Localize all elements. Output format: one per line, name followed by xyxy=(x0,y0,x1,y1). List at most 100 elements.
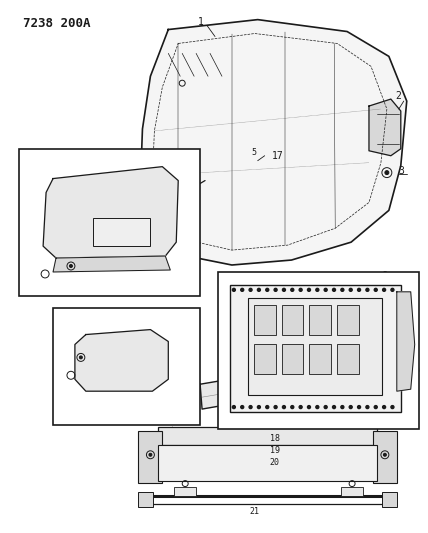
Bar xyxy=(337,344,359,374)
Bar xyxy=(373,431,397,482)
Circle shape xyxy=(282,406,285,409)
Bar xyxy=(158,445,377,481)
Bar xyxy=(174,487,196,497)
Circle shape xyxy=(357,406,360,409)
Bar xyxy=(93,219,150,246)
Bar xyxy=(309,305,331,335)
Text: 2: 2 xyxy=(383,271,388,280)
Bar xyxy=(53,308,200,425)
Text: 16: 16 xyxy=(240,416,250,424)
Circle shape xyxy=(324,288,327,292)
Circle shape xyxy=(257,288,260,292)
Text: 3: 3 xyxy=(61,365,66,374)
Circle shape xyxy=(241,288,244,292)
Circle shape xyxy=(366,288,369,292)
Polygon shape xyxy=(200,348,419,409)
Text: 17: 17 xyxy=(361,337,371,346)
Polygon shape xyxy=(397,292,415,391)
Circle shape xyxy=(249,406,252,409)
Circle shape xyxy=(232,288,235,292)
Polygon shape xyxy=(53,256,170,272)
Circle shape xyxy=(383,453,386,456)
Bar xyxy=(218,272,419,429)
Circle shape xyxy=(391,406,394,409)
Text: 5: 5 xyxy=(252,148,257,157)
Bar xyxy=(248,298,382,395)
Bar xyxy=(139,491,153,507)
Circle shape xyxy=(249,288,252,292)
Bar xyxy=(382,491,397,507)
Circle shape xyxy=(266,406,269,409)
Circle shape xyxy=(299,288,302,292)
Text: 14: 14 xyxy=(341,413,351,422)
Circle shape xyxy=(366,406,369,409)
Text: 1: 1 xyxy=(198,17,204,27)
Circle shape xyxy=(374,406,377,409)
Circle shape xyxy=(257,406,260,409)
Circle shape xyxy=(333,406,336,409)
Text: 17: 17 xyxy=(272,151,283,161)
Circle shape xyxy=(341,406,344,409)
Circle shape xyxy=(341,288,344,292)
Text: 3: 3 xyxy=(33,265,38,274)
Circle shape xyxy=(241,406,244,409)
Text: 22: 22 xyxy=(163,416,173,425)
Circle shape xyxy=(316,288,319,292)
Text: 18: 18 xyxy=(270,434,279,443)
Text: 19: 19 xyxy=(270,446,279,455)
Polygon shape xyxy=(75,329,168,391)
Circle shape xyxy=(299,406,302,409)
Bar xyxy=(139,431,162,482)
Text: 6: 6 xyxy=(150,249,155,259)
Circle shape xyxy=(324,406,327,409)
Bar xyxy=(254,344,276,374)
Circle shape xyxy=(385,171,389,175)
Bar xyxy=(158,427,377,445)
Polygon shape xyxy=(140,20,407,265)
Circle shape xyxy=(69,264,72,268)
Text: 13: 13 xyxy=(399,370,409,379)
Circle shape xyxy=(383,288,386,292)
Text: 20: 20 xyxy=(270,458,279,467)
Circle shape xyxy=(333,288,336,292)
Circle shape xyxy=(232,406,235,409)
Circle shape xyxy=(157,217,160,220)
Bar xyxy=(309,344,331,374)
Circle shape xyxy=(316,406,319,409)
Circle shape xyxy=(282,288,285,292)
Circle shape xyxy=(291,288,294,292)
Circle shape xyxy=(357,288,360,292)
Circle shape xyxy=(391,288,394,292)
Bar xyxy=(254,305,276,335)
Bar xyxy=(230,285,401,412)
Bar xyxy=(282,305,303,335)
Circle shape xyxy=(307,406,310,409)
Circle shape xyxy=(307,288,310,292)
Bar xyxy=(282,344,303,374)
Text: 15: 15 xyxy=(186,377,198,387)
Polygon shape xyxy=(369,99,401,156)
Text: 11: 11 xyxy=(278,273,288,282)
Bar xyxy=(341,487,363,497)
Circle shape xyxy=(349,288,352,292)
Text: 2: 2 xyxy=(395,91,401,101)
Text: 12: 12 xyxy=(224,273,234,282)
Text: 3: 3 xyxy=(399,166,404,176)
Circle shape xyxy=(274,406,277,409)
Bar xyxy=(19,149,200,296)
Text: 1: 1 xyxy=(149,317,153,326)
Polygon shape xyxy=(43,167,178,258)
Circle shape xyxy=(291,406,294,409)
Text: 10: 10 xyxy=(307,273,318,282)
Circle shape xyxy=(274,288,277,292)
Circle shape xyxy=(266,288,269,292)
Text: 9: 9 xyxy=(254,273,259,282)
Circle shape xyxy=(349,406,352,409)
Circle shape xyxy=(374,288,377,292)
Circle shape xyxy=(383,406,386,409)
Bar xyxy=(337,305,359,335)
Text: 8: 8 xyxy=(225,413,230,422)
Text: 21: 21 xyxy=(250,507,260,516)
Circle shape xyxy=(79,356,82,359)
Circle shape xyxy=(149,453,152,456)
